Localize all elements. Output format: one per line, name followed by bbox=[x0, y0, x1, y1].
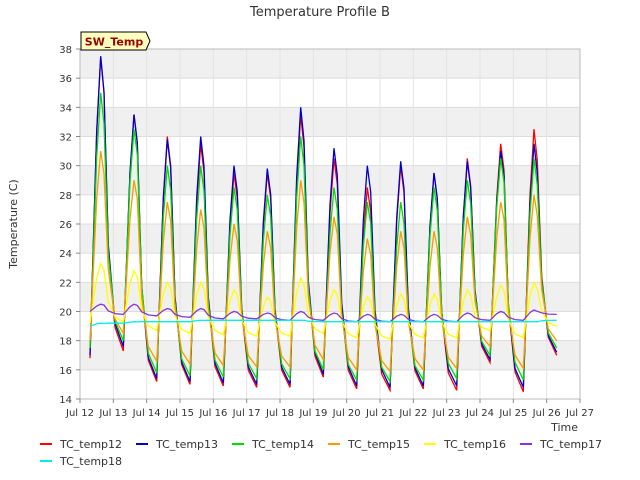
y-tick-label: 20 bbox=[59, 308, 72, 319]
legend-label: TC_temp12 bbox=[59, 438, 122, 451]
band bbox=[80, 107, 580, 137]
x-tick-label: Jul 22 bbox=[398, 408, 427, 419]
x-axis-label: Time bbox=[550, 421, 578, 434]
y-tick-label: 26 bbox=[59, 220, 72, 231]
x-tick-label: Jul 21 bbox=[365, 408, 394, 419]
y-tick-label: 30 bbox=[59, 162, 72, 173]
legend-label: TC_temp16 bbox=[443, 438, 506, 451]
y-tick-label: 28 bbox=[59, 191, 72, 202]
series-line-tc_temp18 bbox=[89, 319, 557, 327]
chart-title: Temperature Profile B bbox=[249, 5, 390, 20]
series-line-tc_temp16 bbox=[89, 261, 557, 341]
y-tick-label: 14 bbox=[59, 395, 72, 406]
x-tick-label: Jul 23 bbox=[432, 408, 461, 419]
legend-label: TC_temp14 bbox=[251, 438, 314, 451]
y-tick-label: 16 bbox=[59, 366, 72, 377]
y-tick-label: 36 bbox=[59, 74, 72, 85]
legend-label: TC_temp18 bbox=[59, 455, 122, 468]
x-tick-label: Jul 24 bbox=[465, 408, 494, 419]
annotation-label: SW_Temp bbox=[85, 36, 144, 49]
legend-label: TC_temp17 bbox=[539, 438, 602, 451]
annotation-box: SW_Temp bbox=[80, 31, 151, 51]
y-tick-label: 38 bbox=[59, 45, 72, 56]
series-line-tc_temp17 bbox=[89, 303, 557, 323]
series-lines bbox=[89, 56, 558, 393]
x-tick-label: Jul 14 bbox=[132, 408, 161, 419]
x-tick-label: Jul 16 bbox=[198, 408, 227, 419]
x-tick-label: Jul 15 bbox=[165, 408, 194, 419]
y-tick-label: 22 bbox=[59, 278, 72, 289]
x-tick-label: Jul 12 bbox=[65, 408, 94, 419]
x-tick-label: Jul 18 bbox=[265, 408, 294, 419]
legend-label: TC_temp15 bbox=[347, 438, 410, 451]
x-tick-label: Jul 26 bbox=[532, 408, 561, 419]
legend-label: TC_temp13 bbox=[155, 438, 218, 451]
x-axis-ticks: Jul 12 Jul 13 Jul 14 Jul 15 Jul 16 Jul 17 Jul … bbox=[65, 399, 594, 419]
y-axis-label: Temperature (C) bbox=[7, 179, 20, 269]
legend: TC_temp12 TC_temp13 TC_temp14 TC_temp15 TC_t… bbox=[40, 438, 602, 468]
band bbox=[80, 49, 580, 79]
x-tick-label: Jul 20 bbox=[332, 408, 361, 419]
y-tick-label: 34 bbox=[59, 103, 72, 114]
x-tick-label: Jul 13 bbox=[98, 408, 127, 419]
band bbox=[80, 340, 580, 370]
y-tick-label: 32 bbox=[59, 133, 72, 144]
x-tick-label: Jul 19 bbox=[298, 408, 327, 419]
series-line-tc_temp15 bbox=[89, 151, 558, 374]
x-tick-label: Jul 17 bbox=[232, 408, 261, 419]
x-tick-label: Jul 27 bbox=[565, 408, 594, 419]
x-tick-label: Jul 25 bbox=[498, 408, 527, 419]
y-axis-ticks: 14 16 18 20 22 24 26 28 30 32 34 36 38 bbox=[59, 45, 80, 406]
y-tick-label: 24 bbox=[59, 249, 72, 260]
y-tick-label: 18 bbox=[59, 337, 72, 348]
